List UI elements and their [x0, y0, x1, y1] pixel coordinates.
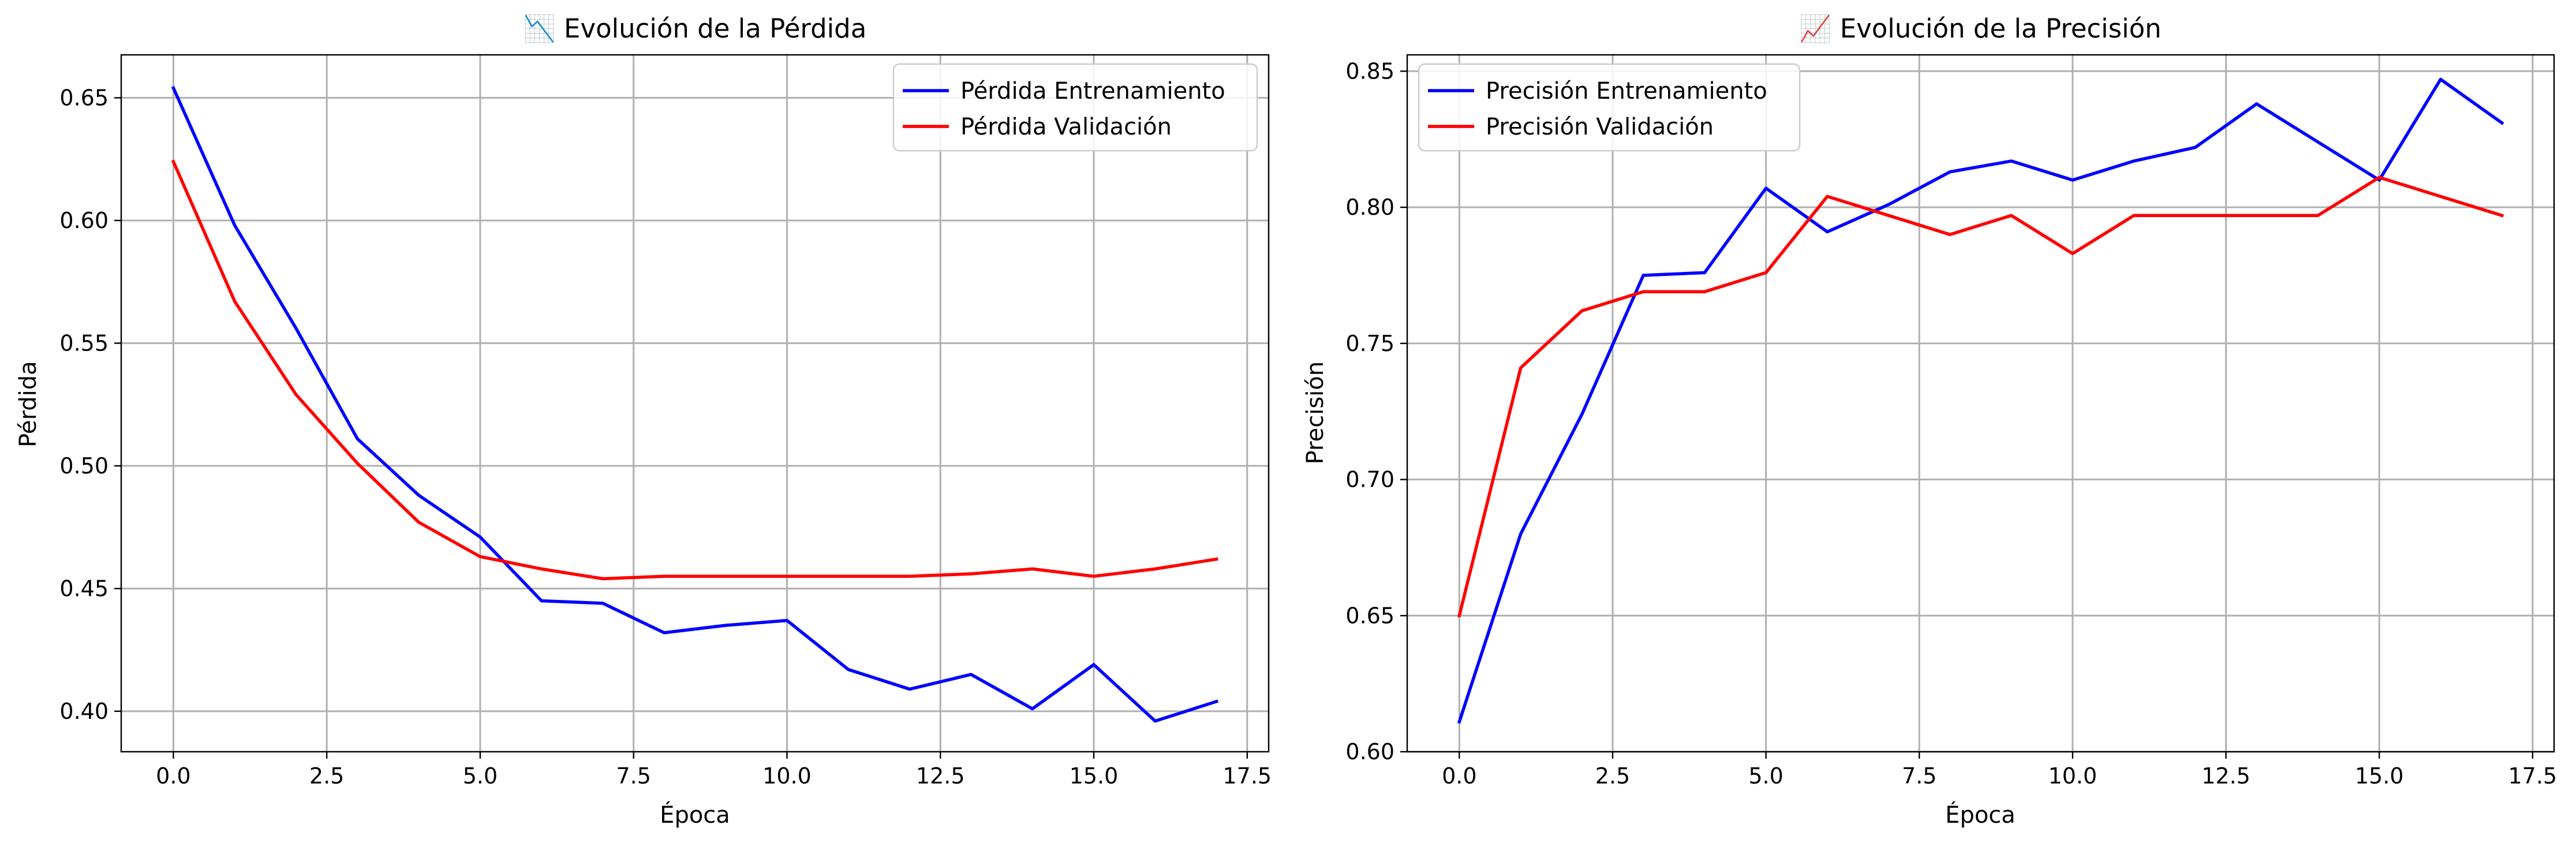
x-tick-label: 5.0: [1748, 763, 1783, 789]
loss-chart: 📉 Evolución de la Pérdida Época Pérdida …: [15, 13, 1272, 829]
y-tick-label: 0.75: [1345, 331, 1394, 356]
y-axis-label: Precisión: [1302, 361, 1329, 464]
axes-frame: [1406, 54, 2555, 753]
y-tick-label: 0.65: [1345, 603, 1394, 628]
accuracy-chart: 📈 Evolución de la Precisión Época Precis…: [1302, 13, 2557, 829]
x-tick-label: 2.5: [309, 763, 344, 789]
legend-label: Pérdida Entrenamiento: [960, 78, 1225, 105]
x-tick-label: 15.0: [2355, 763, 2404, 789]
legend: Pérdida Entrenamiento Pérdida Validación: [892, 63, 1258, 152]
x-tick-label: 7.5: [616, 763, 650, 789]
axes-frame: [120, 54, 1270, 753]
x-tick-label: 5.0: [463, 763, 498, 789]
y-tick-label: 0.85: [1345, 58, 1394, 84]
series-line-training: [171, 85, 1219, 723]
x-tick-label: 0.0: [1442, 763, 1476, 789]
y-tick-label: 0.80: [1345, 195, 1394, 220]
x-tick-label: 12.5: [2201, 763, 2250, 789]
legend-label: Pérdida Validación: [960, 114, 1172, 140]
x-tick-label: 17.5: [2508, 763, 2558, 789]
x-tick-label: 10.0: [762, 763, 812, 789]
y-tick-label: 0.40: [59, 699, 109, 724]
legend-box: [892, 63, 1258, 152]
x-tick-label: 7.5: [1902, 763, 1936, 789]
legend-label: Precisión Validación: [1486, 114, 1714, 140]
x-tick-label: 17.5: [1222, 763, 1272, 789]
x-tick-label: 12.5: [916, 763, 965, 789]
series-line-validation: [171, 159, 1218, 581]
y-tick-label: 0.70: [1345, 467, 1394, 492]
y-tick-label: 0.60: [1345, 739, 1394, 764]
y-tick-label: 0.60: [59, 208, 109, 233]
y-tick-label: 0.50: [59, 453, 109, 479]
x-tick-label: 10.0: [2048, 763, 2098, 789]
legend-label: Precisión Entrenamiento: [1486, 78, 1767, 105]
y-tick-label: 0.55: [59, 330, 109, 356]
chart-title: 📈 Evolución de la Precisión: [1799, 13, 2161, 44]
x-tick-label: 0.0: [156, 763, 190, 789]
legend: Precisión Entrenamiento Precisión Validac…: [1418, 63, 1801, 152]
legend-box: [1418, 63, 1801, 152]
x-tick-label: 15.0: [1070, 763, 1119, 789]
x-tick-label: 2.5: [1595, 763, 1630, 789]
y-axis-label: Pérdida: [15, 361, 42, 447]
y-tick-label: 0.65: [59, 85, 109, 110]
y-tick-label: 0.45: [59, 576, 109, 601]
x-axis-label: Época: [1945, 801, 2016, 829]
x-axis-label: Época: [660, 801, 730, 829]
series-line-training: [1457, 77, 2504, 724]
series-line-validation: [1457, 176, 2504, 618]
plot-area: 0.0 2.5 5.0 7.5 10.0 12.5 15.0 17.5 0.60 0.65 0.70…: [1345, 54, 2558, 789]
chart-title: 📉 Evolución de la Pérdida: [524, 13, 867, 44]
